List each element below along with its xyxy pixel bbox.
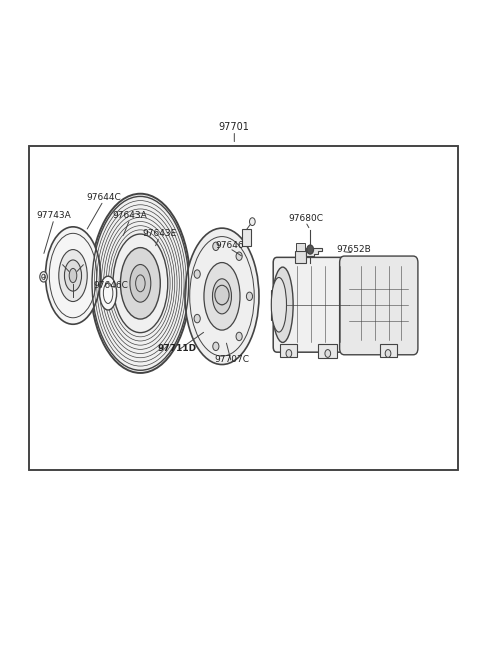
Ellipse shape (204, 263, 240, 330)
Circle shape (194, 270, 200, 278)
Ellipse shape (59, 250, 87, 301)
Ellipse shape (120, 248, 160, 319)
Bar (280, 344, 297, 357)
Text: 97652B: 97652B (336, 245, 371, 254)
Text: 97646C: 97646C (94, 281, 128, 290)
Ellipse shape (130, 265, 151, 302)
Circle shape (385, 350, 391, 358)
Circle shape (213, 242, 219, 250)
Ellipse shape (213, 279, 231, 314)
Ellipse shape (69, 269, 77, 283)
Ellipse shape (99, 276, 117, 310)
FancyBboxPatch shape (273, 257, 357, 352)
Circle shape (246, 292, 252, 301)
Bar (271, 290, 281, 320)
Bar (295, 251, 306, 263)
Circle shape (325, 350, 331, 358)
Ellipse shape (272, 267, 293, 343)
FancyBboxPatch shape (340, 256, 418, 355)
Text: 97707C: 97707C (214, 356, 249, 364)
Circle shape (194, 314, 200, 323)
Ellipse shape (91, 194, 190, 373)
Text: 97743A: 97743A (36, 212, 72, 220)
Ellipse shape (46, 227, 100, 324)
Text: 97701: 97701 (219, 122, 250, 132)
Bar (242, 229, 252, 246)
Bar (29, 145, 458, 470)
Text: 97711D: 97711D (158, 344, 197, 353)
Ellipse shape (185, 228, 259, 365)
Text: 97643A: 97643A (112, 212, 147, 220)
Bar (318, 344, 337, 358)
Bar (380, 344, 396, 357)
Text: 97646: 97646 (215, 241, 244, 250)
Polygon shape (306, 248, 322, 256)
Circle shape (286, 350, 292, 358)
Text: 97644C: 97644C (86, 193, 121, 202)
Ellipse shape (64, 260, 82, 291)
Circle shape (213, 342, 219, 350)
Circle shape (40, 272, 48, 282)
Ellipse shape (271, 278, 287, 332)
Circle shape (250, 217, 255, 225)
Text: 97680C: 97680C (288, 214, 323, 223)
Bar (29, 145, 458, 470)
Ellipse shape (215, 286, 229, 305)
Circle shape (236, 332, 242, 341)
Circle shape (236, 252, 242, 261)
Bar (296, 243, 304, 251)
Circle shape (307, 245, 313, 254)
Text: 97643E: 97643E (142, 229, 177, 238)
